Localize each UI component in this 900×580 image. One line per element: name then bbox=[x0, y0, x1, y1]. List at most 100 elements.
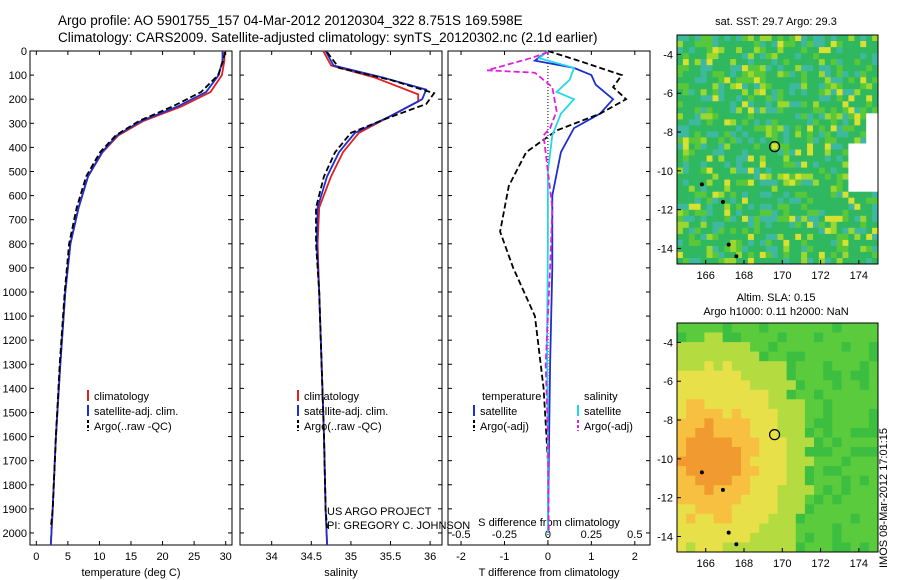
map-cell bbox=[859, 380, 870, 391]
map-cell bbox=[801, 215, 808, 223]
map-cell bbox=[759, 143, 767, 150]
map-cell bbox=[823, 513, 833, 524]
map-cell bbox=[742, 77, 749, 84]
map-cell bbox=[753, 173, 761, 181]
map-x-tick-label: 172 bbox=[811, 558, 829, 570]
x-axis-label: T difference from climatology bbox=[479, 567, 620, 579]
map-cell bbox=[724, 131, 731, 138]
map-cell bbox=[818, 41, 826, 48]
map-cell bbox=[818, 89, 826, 96]
map-cell bbox=[813, 155, 820, 162]
map-cell bbox=[694, 245, 702, 253]
map-cell bbox=[730, 258, 737, 265]
map-cell bbox=[700, 71, 707, 78]
map-cell bbox=[807, 215, 814, 223]
map-cell bbox=[854, 258, 861, 265]
map-cell bbox=[730, 185, 737, 193]
map-cell bbox=[832, 351, 842, 362]
map-cell bbox=[841, 351, 852, 362]
map-cell bbox=[736, 239, 743, 247]
map-cell bbox=[688, 209, 696, 217]
map-cell bbox=[706, 59, 713, 66]
map-cell bbox=[677, 221, 684, 229]
map-cell bbox=[771, 59, 778, 66]
map-cell bbox=[795, 125, 802, 132]
map-cell bbox=[848, 107, 855, 114]
map-cell bbox=[724, 71, 731, 78]
map-cell bbox=[818, 35, 826, 42]
map-cell bbox=[801, 233, 808, 241]
map-cell bbox=[753, 119, 761, 126]
map-cell bbox=[783, 119, 790, 126]
map-y-tick-label: -14 bbox=[657, 243, 673, 255]
map-cell bbox=[736, 251, 743, 259]
map-cell bbox=[722, 418, 733, 429]
map-cell bbox=[777, 323, 788, 333]
map-cell bbox=[768, 513, 778, 524]
map-cell bbox=[718, 47, 725, 54]
map-cell bbox=[700, 197, 707, 205]
map-cell bbox=[742, 95, 749, 102]
map-cell bbox=[724, 149, 731, 156]
map-cell bbox=[682, 101, 690, 108]
map-cell bbox=[706, 113, 713, 120]
map-cell bbox=[807, 107, 814, 114]
map-cell bbox=[841, 380, 852, 391]
map-cell bbox=[750, 437, 760, 448]
map-cell bbox=[700, 173, 707, 181]
map-cell bbox=[682, 245, 690, 253]
map-cell bbox=[868, 380, 879, 391]
map-cell bbox=[807, 59, 814, 66]
map-cell bbox=[841, 332, 852, 343]
map-cell bbox=[677, 456, 687, 467]
map-cell bbox=[824, 71, 832, 78]
map-cell bbox=[807, 185, 814, 193]
map-cell bbox=[813, 227, 820, 235]
map-cell bbox=[771, 101, 778, 108]
map-cell bbox=[801, 258, 808, 265]
map-cell bbox=[686, 408, 696, 419]
map-cell bbox=[730, 107, 737, 114]
map-cell bbox=[859, 466, 870, 477]
map-cell bbox=[724, 173, 731, 181]
map-cell bbox=[731, 418, 742, 429]
map-cell bbox=[824, 59, 832, 66]
map-cell bbox=[712, 35, 719, 42]
map-cell bbox=[759, 119, 767, 126]
map-cell bbox=[706, 107, 713, 114]
map-cell bbox=[832, 466, 842, 477]
map-cell bbox=[718, 137, 725, 144]
island-marker bbox=[734, 254, 739, 259]
map-cell bbox=[704, 447, 714, 457]
map-cell bbox=[859, 475, 870, 486]
map-cell bbox=[823, 485, 833, 496]
map-cell bbox=[724, 119, 731, 126]
map-cell bbox=[795, 209, 802, 217]
map-cell bbox=[789, 215, 796, 223]
map-cell bbox=[823, 380, 833, 391]
map-cell bbox=[789, 35, 796, 42]
map-cell bbox=[688, 227, 696, 235]
map-cell bbox=[866, 143, 873, 150]
x-axis-label: temperature (deg C) bbox=[81, 567, 180, 579]
map-cell bbox=[801, 203, 808, 211]
map-cell bbox=[730, 101, 737, 108]
map-cell bbox=[823, 361, 833, 372]
map-cell bbox=[722, 428, 733, 438]
map-cell bbox=[724, 89, 731, 96]
project-line-1: US ARGO PROJECT bbox=[327, 506, 432, 518]
map-cell bbox=[677, 475, 687, 486]
map-cell bbox=[759, 351, 769, 362]
map-cell bbox=[824, 125, 832, 132]
map-cell bbox=[713, 532, 724, 543]
map-cell bbox=[686, 447, 696, 457]
map-cell bbox=[823, 437, 833, 448]
map-cell bbox=[795, 447, 806, 457]
map-cell bbox=[832, 437, 842, 448]
map-cell bbox=[736, 149, 743, 156]
map-cell bbox=[860, 113, 867, 120]
map-cell bbox=[731, 361, 742, 372]
map-cell bbox=[765, 245, 773, 253]
x-tick-label: 35 bbox=[345, 551, 357, 563]
